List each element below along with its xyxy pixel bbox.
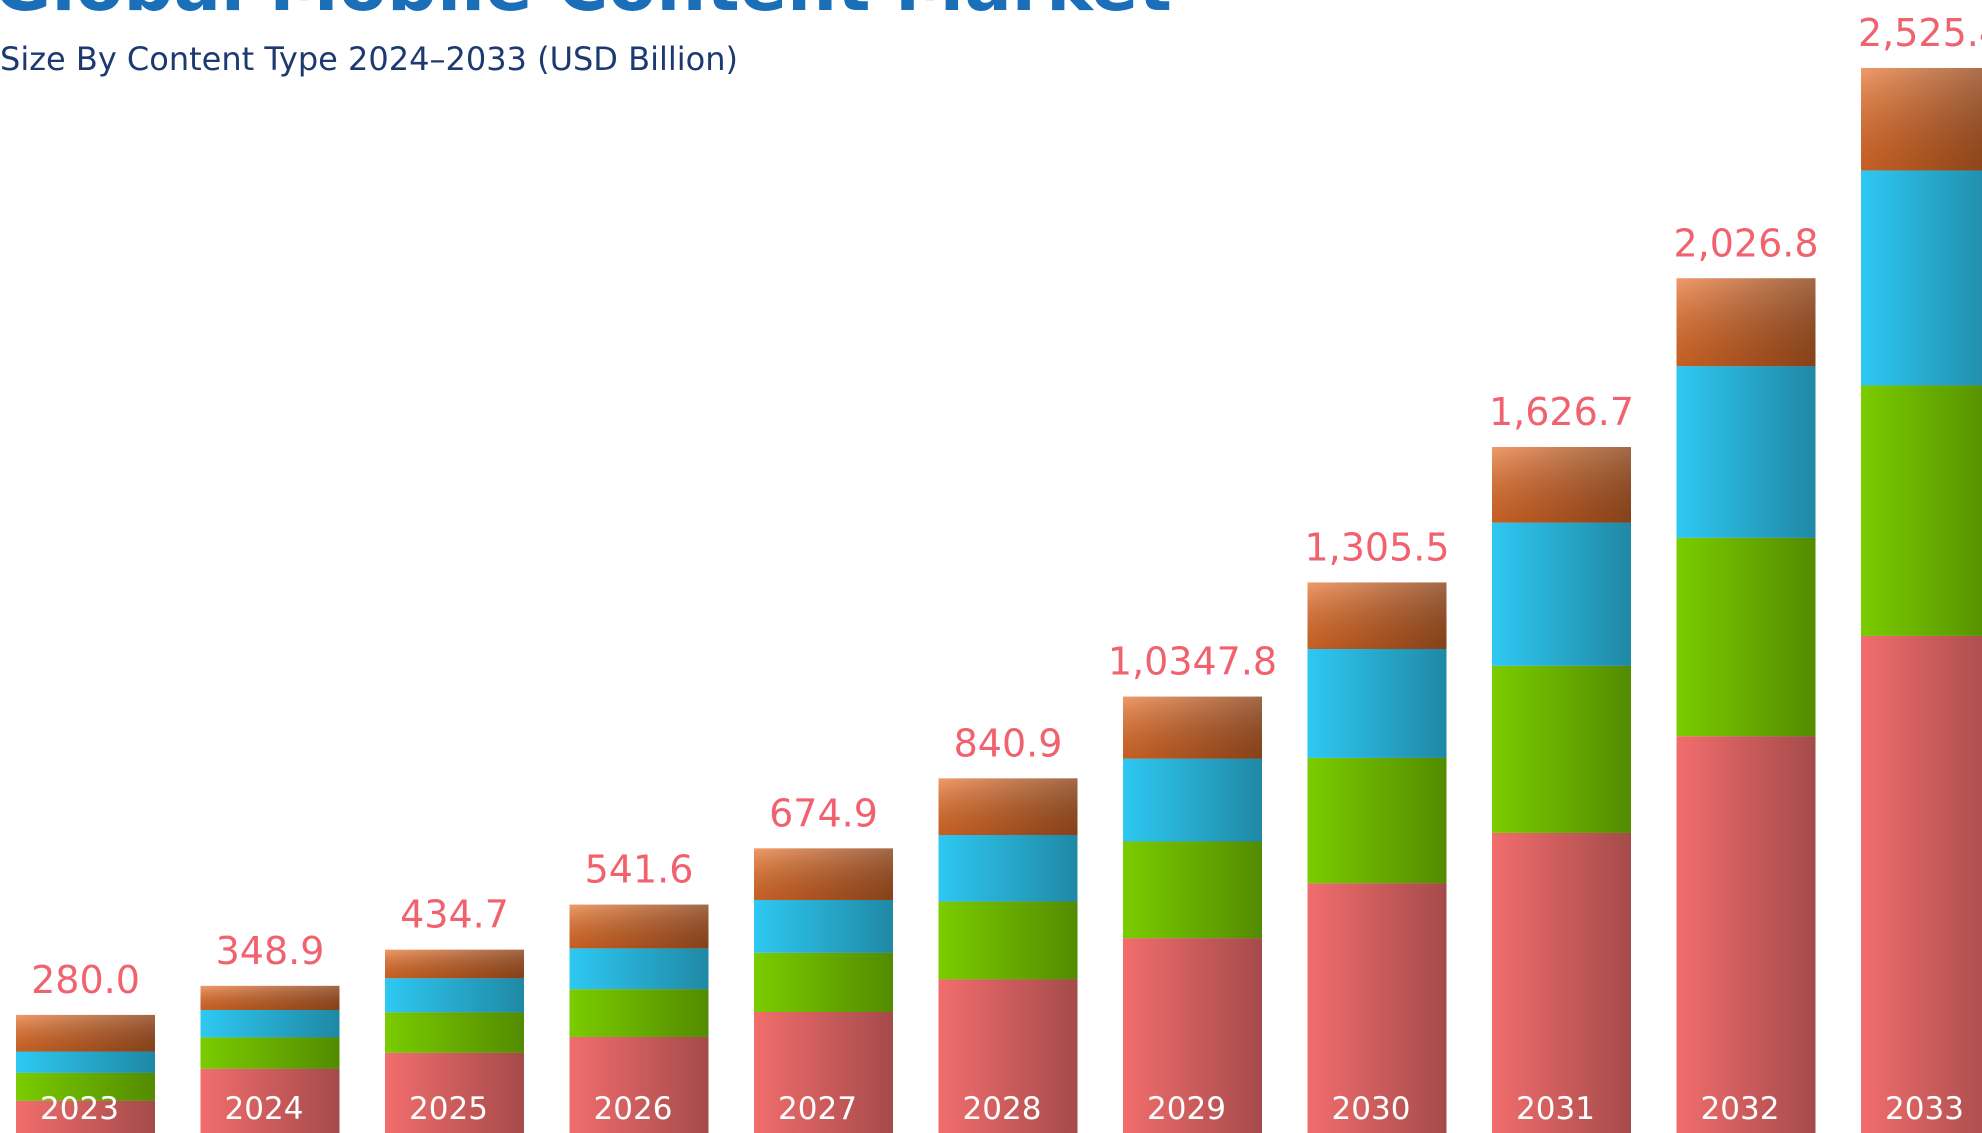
- total-label: 280.0: [31, 958, 140, 1002]
- total-label: 674.9: [769, 791, 878, 835]
- total-label: 1,305.5: [1304, 525, 1449, 569]
- bar-shade: [569, 904, 709, 1133]
- x-tick-label: 2028: [963, 1091, 1042, 1127]
- bar-shade: [1861, 68, 1982, 1133]
- bar-shade: [1307, 582, 1447, 1133]
- total-label: 840.9: [954, 721, 1063, 765]
- bar-shade: [1676, 278, 1816, 1133]
- bar-shade: [1492, 446, 1631, 1133]
- chart-subtitle: Size By Content Type 2024–2033 (USD Bill…: [0, 40, 738, 78]
- bar-shade: [938, 778, 1078, 1133]
- x-tick-label: 2023: [40, 1091, 119, 1127]
- total-label: 2,525.4: [1858, 11, 1982, 55]
- x-tick-label: 2026: [594, 1091, 673, 1127]
- total-label: 541.6: [585, 848, 694, 892]
- bar-shade: [385, 949, 524, 1133]
- bar-shade: [200, 985, 340, 1133]
- total-label: 1,626.7: [1489, 390, 1634, 434]
- x-tick-label: 2033: [1885, 1091, 1964, 1127]
- x-tick-label: 2024: [225, 1091, 304, 1127]
- total-label: 1,0347.8: [1108, 640, 1277, 684]
- total-label: 348.9: [216, 929, 325, 973]
- x-tick-label: 2025: [409, 1091, 488, 1127]
- x-tick-label: 2027: [778, 1091, 857, 1127]
- total-label: 434.7: [400, 893, 509, 937]
- total-label: 2,026.8: [1673, 221, 1818, 265]
- chart-title: Global Mobile Content Market: [0, 0, 1172, 27]
- x-tick-label: 2031: [1516, 1091, 1595, 1127]
- x-tick-label: 2030: [1332, 1091, 1411, 1127]
- bar-shade: [1123, 696, 1262, 1133]
- bar-shade: [754, 848, 893, 1133]
- x-tick-label: 2029: [1147, 1091, 1226, 1127]
- x-tick-label: 2032: [1701, 1091, 1780, 1127]
- bar-shade: [16, 1014, 155, 1133]
